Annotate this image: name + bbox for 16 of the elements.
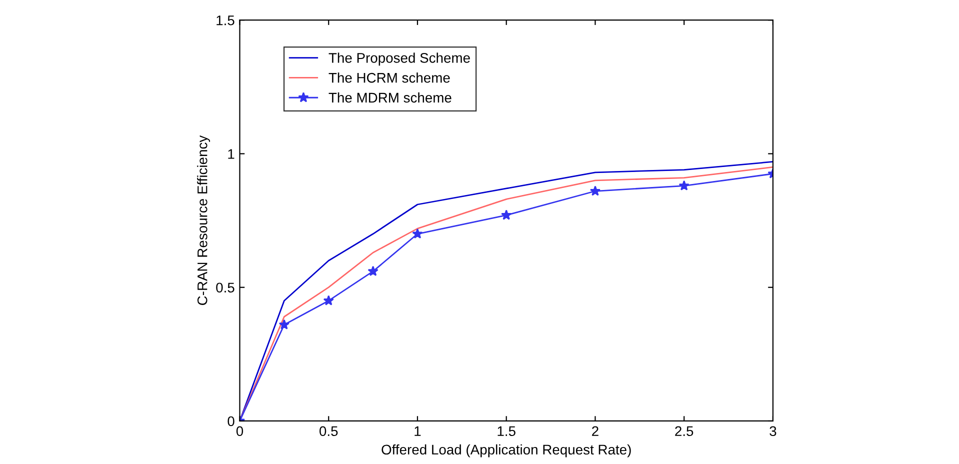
legend-label: The Proposed Scheme [328, 52, 470, 66]
y-tick-label: 1 [228, 149, 234, 159]
y-tick-label: 0 [228, 416, 234, 426]
x-tick-label: 1.5 [498, 426, 516, 436]
x-tick-label: 1 [414, 426, 421, 436]
y-tick-label: 0.5 [216, 282, 234, 293]
x-tick-label: 2 [592, 426, 598, 436]
x-axis-title: Offered Load (Application Request Rate) [382, 444, 631, 458]
x-tick-label: 3 [770, 426, 776, 436]
legend-label: The HCRM scheme [328, 72, 450, 83]
legend-label: The MDRM scheme [328, 92, 452, 103]
y-tick-label: 1.5 [216, 16, 234, 26]
x-tick-label: 0 [236, 426, 244, 436]
x-tick-label: 0.5 [320, 426, 338, 436]
y-axis-title: C-RAN Resource Efficiency [197, 135, 210, 305]
x-tick-label: 2.5 [675, 426, 694, 436]
